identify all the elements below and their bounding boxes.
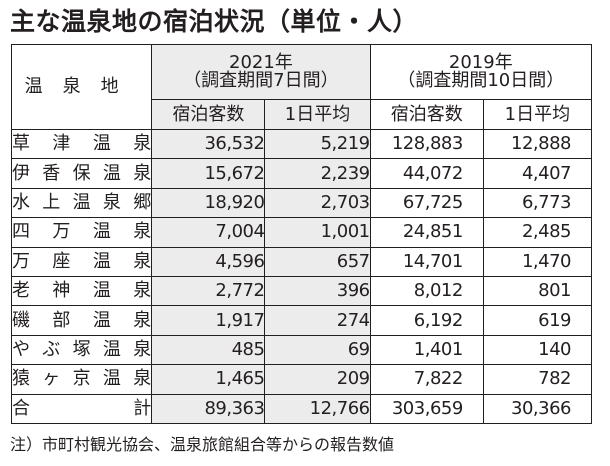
daily-avg-2021: 2,239 [264, 158, 371, 189]
guests-2019: 303,659 [369, 393, 484, 424]
header-row-sub: 宿泊客数 1日平均 宿泊客数 1日平均 [12, 99, 593, 130]
daily-avg-2021: 2,703 [264, 187, 371, 219]
hot-spring-name: 伊香保温泉 [10, 158, 153, 189]
subheader-guests-2019: 宿泊客数 [369, 99, 484, 130]
hot-spring-name: 老神温泉 [10, 275, 153, 307]
daily-avg-2021: 12,766 [264, 393, 371, 424]
period-label: （調査期間10日間） [397, 70, 565, 91]
guests-2021: 4,596 [151, 246, 266, 277]
hot-spring-name: 水上温泉郷 [10, 187, 153, 219]
hot-spring-name: 猿ヶ京温泉 [10, 364, 153, 395]
year-label: 2021年 [229, 52, 293, 73]
daily-avg-2019: 6,773 [482, 187, 593, 219]
guests-2021: 15,672 [151, 158, 266, 189]
table-row: 万座温泉 4,596 657 14,701 1,470 [10, 246, 593, 277]
daily-avg-2019: 140 [482, 334, 593, 366]
lodging-table: 温泉地 2021年 （調査期間7日間） 2019年 （調査期間10日間） 宿泊客… [10, 44, 593, 424]
daily-avg-2019: 801 [482, 275, 593, 307]
hot-spring-header: 温泉地 [10, 44, 153, 130]
guests-2021: 36,532 [151, 128, 266, 160]
guests-2021: 485 [151, 334, 266, 366]
page-title: 主な温泉地の宿泊状況（単位・人） [10, 7, 419, 36]
period-label: （調査期間7日間） [183, 70, 339, 91]
guests-2021: 89,363 [151, 393, 266, 424]
daily-avg-2019: 2,485 [482, 217, 593, 248]
subheader-daily-2021: 1日平均 [264, 99, 371, 130]
guests-2019: 128,883 [369, 128, 484, 160]
guests-2019: 1,401 [369, 334, 484, 366]
guests-2019: 6,192 [369, 305, 484, 336]
guests-2019: 44,072 [369, 158, 484, 189]
table-row: 合計 89,363 12,766 303,659 30,366 [10, 393, 593, 424]
table-row: 猿ヶ京温泉 1,465 209 7,822 782 [10, 364, 593, 395]
table-row: やぶ塚温泉 485 69 1,401 140 [10, 334, 593, 366]
guests-2019: 67,725 [369, 187, 484, 219]
guests-2021: 1,917 [151, 305, 266, 336]
daily-avg-2021: 396 [264, 275, 371, 307]
guests-2019: 8,012 [369, 275, 484, 307]
daily-avg-2021: 69 [264, 334, 371, 366]
subheader-daily-2019: 1日平均 [482, 99, 593, 130]
guests-2019: 7,822 [369, 364, 484, 395]
table-row: 伊香保温泉 15,672 2,239 44,072 4,407 [10, 158, 593, 189]
table-row: 水上温泉郷 18,920 2,703 67,725 6,773 [10, 187, 593, 219]
guests-2021: 1,465 [151, 364, 266, 395]
hot-spring-name: 磯部温泉 [10, 305, 153, 336]
table-row: 草津温泉 36,532 5,219 128,883 12,888 [10, 128, 593, 160]
header-row-years: 温泉地 2021年 （調査期間7日間） 2019年 （調査期間10日間） [10, 44, 593, 130]
table-row: 四万温泉 7,004 1,001 24,851 2,485 [10, 217, 593, 248]
year-2021-header: 2021年 （調査期間7日間） [151, 44, 371, 100]
daily-avg-2019: 12,888 [482, 128, 593, 160]
hot-spring-name: 四万温泉 [10, 217, 153, 248]
daily-avg-2021: 5,219 [264, 128, 371, 160]
daily-avg-2019: 782 [482, 364, 593, 395]
guests-2019: 14,701 [369, 246, 484, 277]
guests-2021: 18,920 [151, 187, 266, 219]
table-row: 老神温泉 2,772 396 8,012 801 [10, 275, 593, 307]
guests-2021: 7,004 [151, 217, 266, 248]
daily-avg-2019: 30,366 [482, 393, 593, 424]
daily-avg-2021: 1,001 [264, 217, 371, 248]
daily-avg-2019: 4,407 [482, 158, 593, 189]
year-label: 2019年 [448, 52, 513, 73]
guests-2019: 24,851 [369, 217, 484, 248]
daily-avg-2021: 274 [264, 305, 371, 336]
hot-spring-name: 草津温泉 [10, 128, 153, 160]
daily-avg-2021: 209 [264, 364, 371, 395]
year-2019-header: 2019年 （調査期間10日間） [369, 44, 593, 100]
hot-spring-name: 合計 [10, 393, 153, 424]
hot-spring-name: 万座温泉 [10, 246, 153, 277]
table-row: 磯部温泉 1,917 274 6,192 619 [10, 305, 593, 336]
hot-spring-name: やぶ塚温泉 [10, 334, 153, 366]
subheader-guests-2021: 宿泊客数 [151, 99, 266, 130]
daily-avg-2019: 619 [482, 305, 593, 336]
daily-avg-2021: 657 [264, 246, 371, 277]
daily-avg-2019: 1,470 [482, 246, 593, 277]
guests-2021: 2,772 [151, 275, 266, 307]
footnote: 注）市町村観光協会、温泉旅館組合等からの報告数値 [10, 435, 395, 454]
